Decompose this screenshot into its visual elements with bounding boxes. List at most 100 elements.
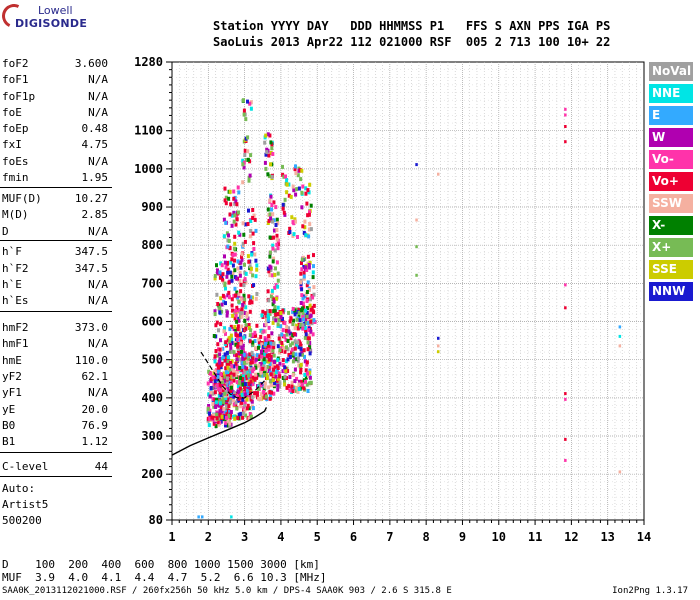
- echo-point: [243, 311, 247, 315]
- echo-point: [271, 273, 275, 278]
- echo-point: [298, 168, 302, 172]
- echo-point: [302, 386, 306, 391]
- x-tick-label: 3: [241, 530, 248, 544]
- echo-point: [230, 274, 234, 279]
- echo-point: [227, 290, 231, 295]
- echo-point: [300, 205, 304, 210]
- echo-point: [280, 346, 284, 351]
- echo-point: [285, 332, 289, 337]
- echo-point: [296, 235, 299, 239]
- param-value: 1.95: [81, 171, 109, 184]
- echo-point: [272, 256, 276, 261]
- echo-point: [227, 387, 231, 392]
- echo-point: [231, 253, 235, 258]
- echo-point: [301, 310, 305, 315]
- echo-point: [300, 293, 304, 298]
- echo-point: [287, 326, 290, 331]
- echo-point: [244, 280, 248, 285]
- param-value: N/A: [88, 225, 108, 238]
- echo-point: [229, 412, 233, 417]
- param-row: foF1p N/A: [0, 90, 110, 103]
- echo-point: [226, 244, 230, 249]
- y-tick-label: 1100: [134, 124, 163, 138]
- param-row: C-level 44: [0, 460, 110, 473]
- echo-point: [307, 311, 311, 316]
- echo-point: [284, 337, 288, 342]
- echo-point: [242, 283, 246, 288]
- echo-point: [258, 340, 262, 345]
- param-name: h`Es: [2, 294, 29, 307]
- param-row: M(D) 2.85: [0, 208, 110, 221]
- echo-point: [304, 368, 308, 373]
- echo-point: [222, 234, 226, 239]
- echo-point: [267, 353, 271, 358]
- echo-point: [285, 182, 289, 187]
- echo-point: [222, 414, 226, 419]
- echo-point: [283, 382, 287, 387]
- echo-point: [311, 270, 315, 275]
- param-row: hmF2 373.0: [0, 321, 110, 334]
- echo-point: [303, 225, 307, 230]
- param-separator: [0, 187, 112, 188]
- echo-point: [275, 242, 279, 247]
- echo-point: [299, 301, 303, 305]
- echo-point: [276, 271, 280, 276]
- echo-point: [237, 190, 241, 195]
- echo-point: [308, 370, 312, 375]
- echo-point: [232, 402, 236, 407]
- echo-point: [287, 329, 291, 334]
- echo-point: [255, 263, 259, 268]
- echo-point: [230, 337, 234, 342]
- legend-item-x: X-: [649, 216, 693, 235]
- echo-point: [251, 208, 255, 212]
- echo-point: [224, 423, 227, 428]
- echo-point: [312, 318, 316, 323]
- echo-point: [252, 213, 256, 218]
- echo-point: [245, 314, 249, 319]
- echo-point: [267, 344, 271, 349]
- echo-point: [216, 342, 220, 347]
- echo-point: [231, 263, 235, 268]
- param-name: M(D): [2, 208, 29, 221]
- echo-point: [223, 391, 227, 396]
- echo-point: [226, 293, 230, 298]
- echo-point: [281, 308, 285, 313]
- echo-point: [243, 408, 247, 413]
- echo-point: [213, 309, 217, 314]
- echo-point: [266, 289, 270, 294]
- echo-point: [276, 305, 280, 310]
- echo-point: [236, 342, 240, 346]
- echo-point: [249, 367, 253, 372]
- echo-point: [216, 353, 220, 358]
- param-row: yF1 N/A: [0, 386, 110, 399]
- echo-point: [226, 408, 230, 413]
- echo-point: [294, 171, 298, 176]
- echo-point: [217, 387, 221, 392]
- echo-point: [244, 326, 248, 331]
- echo-point: [248, 333, 252, 338]
- echo-point: [312, 310, 316, 315]
- echo-point: [229, 361, 232, 365]
- echo-point: [300, 379, 304, 384]
- echo-point: [308, 348, 312, 353]
- x-tick-label: 6: [350, 530, 357, 544]
- legend-item-noval: NoVal: [649, 62, 693, 81]
- echo-point-isolated: [564, 437, 567, 441]
- echo-point: [229, 260, 233, 265]
- echo-point: [266, 132, 270, 137]
- echo-point: [301, 352, 304, 357]
- echo-point: [228, 410, 232, 414]
- echo-point: [277, 371, 281, 376]
- echo-point: [239, 404, 243, 409]
- echo-point: [280, 341, 284, 345]
- echo-point: [292, 351, 296, 356]
- echo-point: [223, 352, 227, 357]
- param-value: N/A: [88, 90, 108, 103]
- echo-point: [269, 348, 273, 353]
- echo-point: [293, 379, 297, 383]
- echo-point: [216, 420, 220, 425]
- param-row: D N/A: [0, 225, 110, 238]
- echo-point: [236, 266, 240, 271]
- echo-point: [212, 413, 215, 418]
- echo-point: [307, 288, 311, 292]
